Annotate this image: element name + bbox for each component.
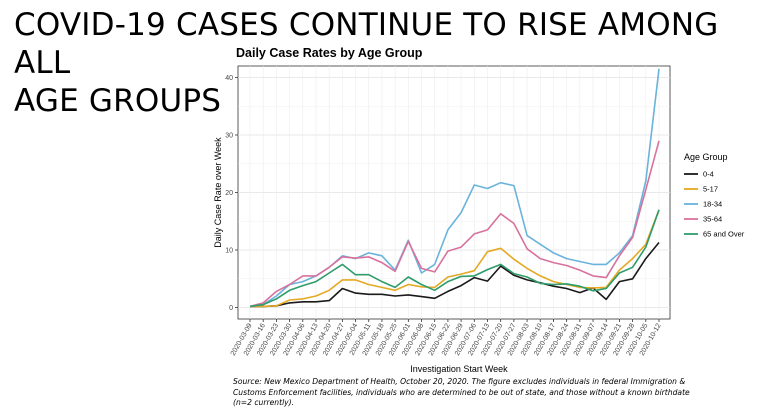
legend-label-0-4: 0-4 [703,170,714,179]
y-axis-label: Daily Case Rate over Week [213,137,223,248]
series-line-5-17 [250,209,660,308]
legend: Age Group 0-4 5-17 18-34 35-64 65 and Over [684,152,745,239]
series-line-65-and-over [249,209,660,308]
slide-title: COVID-19 CASES CONTINUE TO RISE AMONG AL… [14,6,761,120]
slide-title-line1: COVID-19 CASES CONTINUE TO RISE AMONG AL… [14,7,719,81]
series-line-35-64 [249,140,660,308]
legend-label-65-and-over: 65 and Over [703,230,745,239]
x-axis-label: Investigation Start Week [410,364,508,374]
slide-title-line2: AGE GROUPS [14,83,222,119]
y-tick-label: 40 [225,75,233,82]
legend-label-18-34: 18-34 [703,200,722,209]
y-tick-label: 20 [225,190,233,197]
legend-title: Age Group [684,152,728,162]
y-tick-label: 30 [225,133,233,140]
legend-label-5-17: 5-17 [703,185,718,194]
chart-title: Daily Case Rates by Age Group [236,46,423,60]
source-note: Source: New Mexico Department of Health,… [233,377,690,407]
legend-label-35-64: 35-64 [703,215,722,224]
y-tick-label: 0 [229,305,233,312]
y-tick-label: 10 [225,248,233,255]
series-line-0-4 [250,241,660,308]
